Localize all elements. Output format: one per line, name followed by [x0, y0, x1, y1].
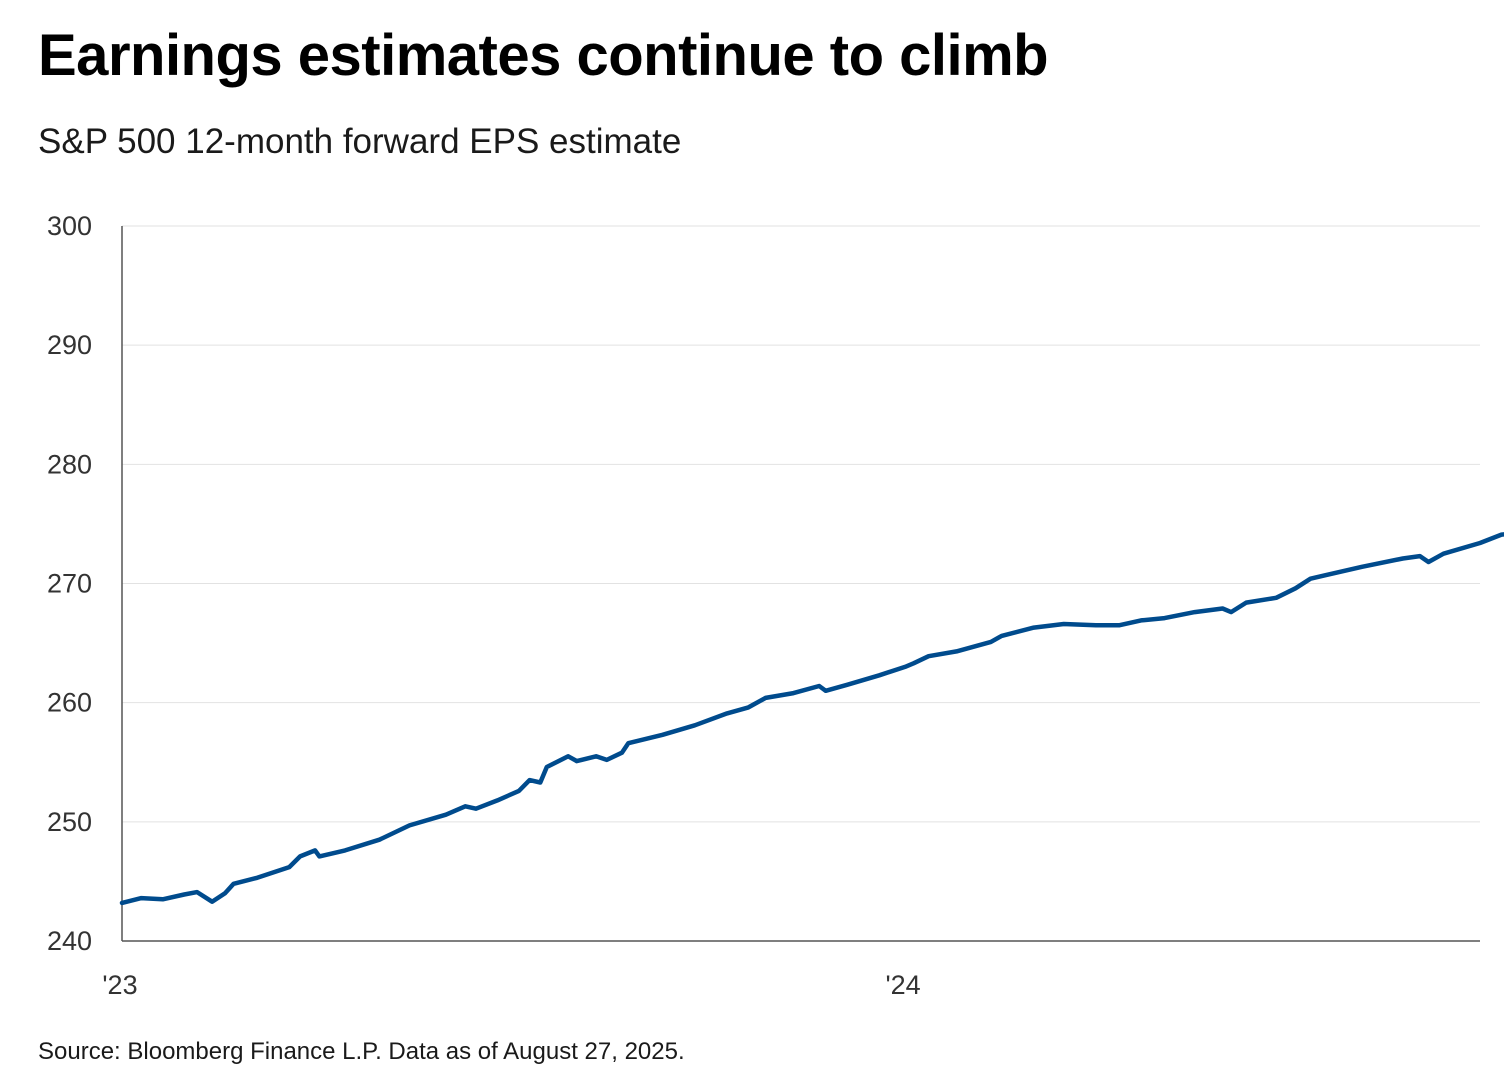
chart-title: Earnings estimates continue to climb	[38, 23, 1049, 88]
gridlines	[122, 225, 1480, 823]
y-tick-label: 300	[47, 211, 92, 241]
series-layer	[119, 532, 1504, 906]
axes	[121, 226, 1480, 942]
series-line	[119, 532, 1504, 906]
source-note: Source: Bloomberg Finance L.P. Data as o…	[38, 1038, 685, 1065]
y-tick-label: 260	[47, 688, 92, 718]
y-tick-label: 240	[47, 926, 92, 956]
x-tick-label: '23	[102, 970, 137, 1000]
x-tick-labels: '23 '24	[102, 970, 920, 1000]
y-tick-label: 280	[47, 449, 92, 479]
chart-subtitle: S&P 500 12-month forward EPS estimate	[38, 122, 682, 161]
line-chart: 240 250 260 270 280 290 300 '23 '24	[47, 211, 1504, 1000]
y-tick-label: 270	[47, 569, 92, 599]
y-tick-label: 290	[47, 330, 92, 360]
y-tick-labels: 240 250 260 270 280 290 300	[47, 211, 92, 956]
x-tick-label: '24	[885, 970, 920, 1000]
y-tick-label: 250	[47, 807, 92, 837]
